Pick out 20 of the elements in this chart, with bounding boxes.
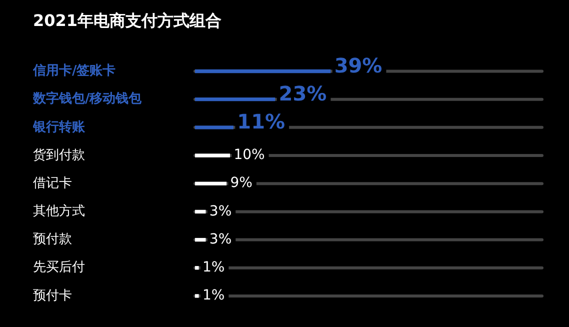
y-tick-label: 借记卡 [33, 176, 72, 191]
data-label: 11% [237, 110, 286, 134]
y-tick-label: 数字钱包/移动钱包 [32, 90, 143, 107]
bar [195, 126, 234, 130]
data-label: 3% [209, 203, 232, 220]
data-label: 39% [334, 53, 382, 78]
y-tick-label: 先买后付 [33, 260, 85, 276]
y-tick-label: 预付款 [33, 232, 72, 248]
data-label: 10% [234, 147, 265, 164]
y-tick-label: 预付卡 [33, 288, 72, 304]
chart-title: 2021年电商支付方式组合 [33, 10, 222, 30]
y-tick-label: 货到付款 [33, 148, 85, 163]
data-label: 3% [209, 231, 232, 248]
y-tick-label: 其他方式 [33, 203, 85, 220]
bar [195, 266, 199, 270]
bar [195, 294, 199, 298]
data-label: 1% [202, 260, 225, 276]
data-label: 1% [202, 288, 225, 304]
data-label: 9% [230, 175, 252, 192]
data-label: 23% [278, 82, 327, 106]
